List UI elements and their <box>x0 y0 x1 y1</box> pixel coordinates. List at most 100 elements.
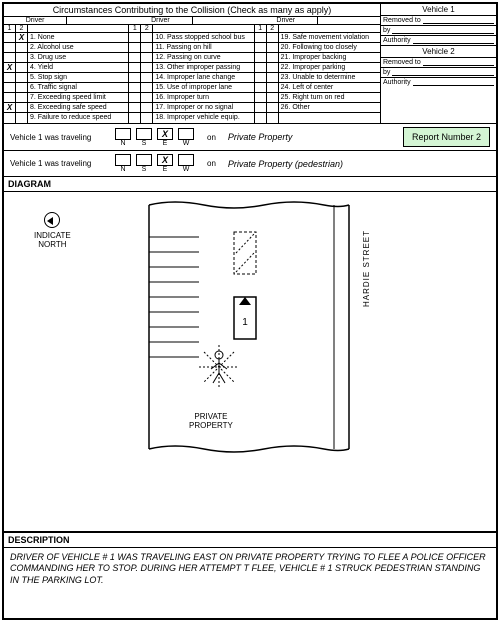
driver1-checkbox[interactable]: X <box>4 103 16 112</box>
circumstance-label: 19. Safe movement violation <box>279 33 380 42</box>
direction-label: N <box>120 140 125 147</box>
authority-2[interactable]: Authority <box>381 78 496 87</box>
driver1-checkbox[interactable] <box>255 53 267 62</box>
driver1-checkbox[interactable] <box>129 83 141 92</box>
driver1-checkbox[interactable] <box>129 113 141 123</box>
driver2-checkbox[interactable] <box>16 53 28 62</box>
driver1-checkbox[interactable] <box>4 53 16 62</box>
driver1-checkbox[interactable] <box>255 103 267 112</box>
driver2-checkbox[interactable] <box>141 63 153 72</box>
driver2-checkbox[interactable] <box>16 43 28 52</box>
driver1-checkbox[interactable] <box>129 33 141 42</box>
report-number-badge: Report Number 2 <box>403 127 490 147</box>
by-1[interactable]: by <box>381 26 496 36</box>
direction-checkbox[interactable]: X <box>157 154 173 166</box>
direction-checkbox[interactable]: X <box>157 128 173 140</box>
circumstance-row: 24. Left of center <box>255 83 380 93</box>
driver2-checkbox[interactable] <box>267 53 279 62</box>
driver2-checkbox[interactable] <box>16 63 28 72</box>
removed-to-2[interactable]: Removed to <box>381 58 496 68</box>
circumstance-label: 25. Right turn on red <box>279 93 380 102</box>
driver2-checkbox[interactable] <box>141 43 153 52</box>
authority-1[interactable]: Authority <box>381 36 496 46</box>
driver1-checkbox[interactable] <box>4 33 16 42</box>
driver2-checkbox[interactable] <box>141 53 153 62</box>
driver2-checkbox[interactable] <box>267 103 279 112</box>
direction-checkbox[interactable] <box>136 128 152 140</box>
driver1-checkbox[interactable] <box>255 43 267 52</box>
driver1-checkbox[interactable] <box>255 73 267 82</box>
circumstance-row: 26. Other <box>255 103 380 113</box>
circumstance-row: 6. Traffic signal <box>4 83 129 93</box>
driver2-checkbox[interactable] <box>267 73 279 82</box>
direction-label: W <box>183 140 190 147</box>
driver2-checkbox[interactable] <box>267 83 279 92</box>
on-label-1: on <box>207 133 216 142</box>
by-2[interactable]: by <box>381 68 496 78</box>
driver1-checkbox[interactable] <box>129 43 141 52</box>
driver1-checkbox[interactable] <box>129 103 141 112</box>
driver1-checkbox[interactable] <box>255 93 267 102</box>
direction-checkbox[interactable] <box>115 128 131 140</box>
circumstance-row: 16. Improper turn <box>129 93 254 103</box>
driver2-checkbox[interactable] <box>16 113 28 123</box>
driver2-checkbox[interactable] <box>267 33 279 42</box>
direction-checkbox[interactable] <box>136 154 152 166</box>
driver2-checkbox[interactable] <box>16 103 28 112</box>
driver2-checkbox[interactable] <box>267 43 279 52</box>
direction-checkbox[interactable] <box>178 128 194 140</box>
driver2-checkbox[interactable] <box>141 73 153 82</box>
circumstance-label: 15. Use of improper lane <box>153 83 254 92</box>
driver2-checkbox[interactable] <box>141 93 153 102</box>
driver1-checkbox[interactable] <box>129 93 141 102</box>
circumstance-row: 25. Right turn on red <box>255 93 380 103</box>
driver1-checkbox[interactable] <box>129 63 141 72</box>
direction-checkbox[interactable] <box>178 154 194 166</box>
driver1-checkbox[interactable] <box>255 33 267 42</box>
travel-row-1: Vehicle 1 was traveling NSXEW on Private… <box>4 124 496 151</box>
driver2-checkbox[interactable] <box>16 73 28 82</box>
direction-boxes-1: NSXEW <box>114 128 195 147</box>
circumstance-label <box>279 113 380 123</box>
driver2-checkbox[interactable] <box>141 113 153 123</box>
circumstance-row: 11. Passing on hill <box>129 43 254 53</box>
description-body: DRIVER OF VEHICLE # 1 WAS TRAVELING EAST… <box>4 548 496 618</box>
direction-checkbox[interactable] <box>115 154 131 166</box>
driver1-checkbox[interactable] <box>129 53 141 62</box>
circumstance-row: 22. Improper parking <box>255 63 380 73</box>
circumstance-row: 18. Improper vehicle equip. <box>129 113 254 123</box>
removed-to-1[interactable]: Removed to <box>381 16 496 26</box>
circumstance-row: 13. Other improper passing <box>129 63 254 73</box>
driver2-checkbox[interactable] <box>16 93 28 102</box>
circumstance-label: 14. Improper lane change <box>153 73 254 82</box>
circumstance-label: 13. Other improper passing <box>153 63 254 72</box>
driver1-checkbox[interactable] <box>4 83 16 92</box>
driver2-checkbox[interactable] <box>267 93 279 102</box>
circumstance-row: 15. Use of improper lane <box>129 83 254 93</box>
driver1-checkbox[interactable] <box>4 73 16 82</box>
driver2-checkbox[interactable] <box>16 83 28 92</box>
driver2-checkbox[interactable] <box>141 83 153 92</box>
driver2-checkbox[interactable]: X <box>16 33 28 42</box>
driver1-checkbox[interactable] <box>4 93 16 102</box>
circumstance-label: 24. Left of center <box>279 83 380 92</box>
circumstance-row: X8. Exceeding safe speed <box>4 103 129 113</box>
driver2-checkbox[interactable] <box>267 113 279 123</box>
circumstance-row: 14. Improper lane change <box>129 73 254 83</box>
driver2-checkbox[interactable] <box>141 33 153 42</box>
driver1-checkbox[interactable] <box>255 63 267 72</box>
circumstance-row: X1. None <box>4 33 129 43</box>
circumstance-row: 17. Improper or no signal <box>129 103 254 113</box>
driver1-checkbox[interactable] <box>4 43 16 52</box>
driver1-checkbox[interactable] <box>4 113 16 123</box>
driver1-checkbox[interactable] <box>255 113 267 123</box>
driver1-checkbox[interactable] <box>129 73 141 82</box>
circumstance-label: 23. Unable to determine <box>279 73 380 82</box>
circumstance-label: 26. Other <box>279 103 380 112</box>
driver1-checkbox[interactable] <box>255 83 267 92</box>
direction-label: S <box>142 166 147 173</box>
driver2-checkbox[interactable] <box>141 103 153 112</box>
circumstance-row: 5. Stop sign <box>4 73 129 83</box>
driver1-checkbox[interactable]: X <box>4 63 16 72</box>
driver2-checkbox[interactable] <box>267 63 279 72</box>
